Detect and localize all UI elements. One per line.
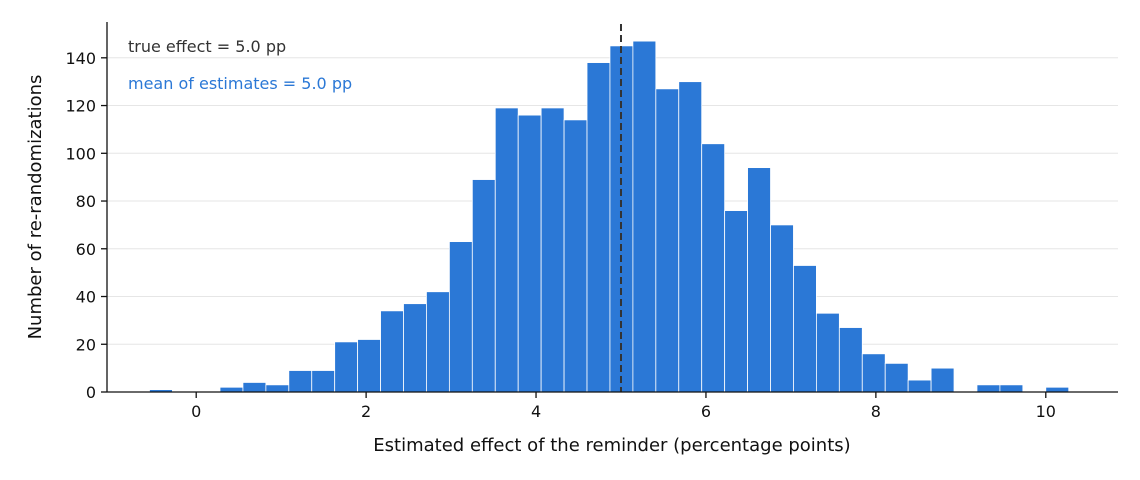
x-tick-label: 4 [531, 402, 541, 421]
histogram-bar [815, 312, 840, 393]
histogram-bar [907, 379, 932, 393]
y-tick-label: 60 [76, 240, 96, 259]
y-tick-label: 20 [76, 335, 96, 354]
x-tick-label: 2 [361, 402, 371, 421]
histogram-bar [448, 241, 473, 393]
histogram-bar [265, 384, 290, 393]
x-tick-label: 10 [1036, 402, 1056, 421]
histogram-bar [426, 291, 450, 393]
histogram-bar [517, 114, 542, 393]
histogram-bar [403, 303, 427, 393]
y-tick-label: 0 [86, 383, 96, 402]
histogram-bar [861, 353, 886, 393]
mean-estimates-annotation: mean of estimates = 5.0 pp [128, 74, 352, 93]
histogram-bar [334, 341, 359, 393]
histogram-bar [678, 81, 703, 393]
histogram-bar [494, 107, 519, 393]
y-tick-label: 100 [65, 144, 96, 163]
histogram-bars [149, 40, 1070, 393]
x-axis-ticks: 0 2 4 6 8 10 [191, 392, 1056, 421]
x-axis-title: Estimated effect of the reminder (percen… [373, 435, 850, 456]
histogram-bar [609, 45, 634, 393]
histogram-bar [357, 339, 381, 393]
y-tick-label: 40 [76, 288, 96, 307]
histogram-bar [632, 40, 657, 393]
y-tick-label: 140 [65, 49, 96, 68]
true-effect-annotation: true effect = 5.0 pp [128, 37, 286, 56]
x-tick-label: 0 [191, 402, 201, 421]
histogram-bar [311, 370, 336, 393]
histogram-bar [838, 327, 863, 393]
histogram-bar [471, 179, 496, 393]
x-tick-label: 6 [701, 402, 711, 421]
histogram-bar [793, 265, 817, 393]
y-axis-ticks: 0 20 40 60 80 100 120 140 [65, 49, 107, 402]
histogram-bar [586, 62, 611, 393]
x-tick-label: 8 [871, 402, 881, 421]
histogram-bar [1045, 386, 1070, 393]
histogram-bar [724, 210, 748, 393]
histogram-bar [747, 167, 771, 393]
histogram-bar [288, 370, 313, 393]
histogram-bar [930, 367, 955, 393]
histogram-bar [655, 88, 680, 393]
histogram-bar [242, 382, 267, 393]
histogram-bar [563, 119, 588, 393]
axes [106, 22, 1118, 393]
histogram-bar [219, 386, 244, 393]
histogram-bar [976, 384, 1001, 393]
histogram-bar [701, 143, 726, 393]
histogram-bar [540, 107, 565, 393]
y-tick-label: 120 [65, 97, 96, 116]
histogram-bar [884, 362, 909, 393]
histogram-bar [770, 224, 794, 393]
y-tick-label: 80 [76, 192, 96, 211]
y-axis-title: Number of re-randomizations [25, 75, 46, 340]
histogram-bar [999, 384, 1024, 393]
histogram-bar [380, 310, 404, 393]
